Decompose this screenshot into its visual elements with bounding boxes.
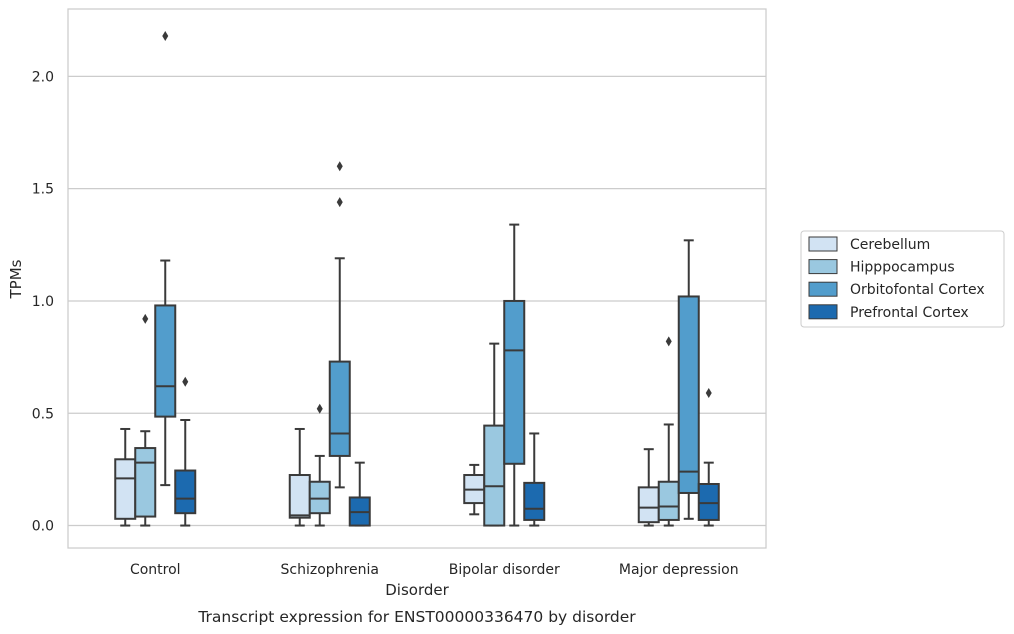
outlier-point — [336, 197, 343, 208]
legend-label: Orbitofontal Cortex — [850, 282, 985, 298]
x-tick-label: Control — [130, 562, 181, 578]
legend-label: Hipppocampus — [850, 260, 955, 276]
x-axis-label: Disorder — [385, 581, 449, 599]
box-prefrontal-cortex — [523, 432, 546, 527]
box-iqr — [523, 481, 546, 521]
y-tick-label: 1.0 — [32, 294, 54, 310]
box-iqr — [114, 458, 137, 520]
box-cerebellum — [463, 463, 486, 516]
legend-swatch — [808, 304, 838, 320]
box-orbitofontal-cortex — [328, 161, 351, 489]
box-prefrontal-cortex — [174, 376, 197, 527]
box-iqr — [657, 480, 680, 521]
y-tick-label: 0.5 — [32, 406, 54, 422]
outlier-point — [316, 403, 323, 414]
y-axis-ticks: 0.0 0.5 1.0 1.5 2.0 — [32, 69, 54, 534]
box-iqr — [308, 480, 331, 515]
box-hipppocampus — [308, 403, 331, 527]
box-iqr — [677, 295, 700, 494]
y-tick-label: 1.5 — [32, 182, 54, 198]
outlier-point — [705, 388, 712, 399]
box-orbitofontal-cortex — [503, 223, 526, 527]
outlier-point — [182, 376, 189, 387]
plot-frame — [67, 8, 767, 549]
box-cerebellum — [637, 448, 660, 527]
box-hipppocampus — [657, 336, 680, 527]
y-axis-label: TPMs — [7, 259, 25, 299]
box-prefrontal-cortex — [348, 461, 371, 527]
legend-swatch — [808, 259, 838, 275]
legend-swatch — [808, 281, 838, 297]
box-prefrontal-cortex — [697, 388, 720, 527]
box-hipppocampus — [134, 313, 157, 527]
box-hipppocampus — [483, 342, 506, 527]
box-iqr — [483, 424, 506, 527]
box-orbitofontal-cortex — [154, 30, 177, 487]
box-iqr — [134, 447, 157, 518]
legend-swatch — [808, 236, 838, 252]
box-iqr — [503, 299, 526, 465]
legend-label: Prefrontal Cortex — [850, 305, 969, 321]
x-tick-label: Major depression — [619, 562, 739, 578]
box-iqr — [174, 469, 197, 515]
box-iqr — [637, 486, 660, 524]
x-axis-ticks: Control Schizophrenia Bipolar disorder Majo… — [130, 562, 739, 578]
y-tick-label: 0.0 — [32, 519, 54, 535]
legend-frame — [800, 230, 1005, 328]
box-iqr — [697, 482, 720, 521]
box-cerebellum — [114, 427, 137, 527]
legend: Cerebellum Hipppocampus Orbitofontal Corte… — [800, 230, 1005, 328]
outlier-point — [162, 30, 169, 41]
chart-title: Transcript expression for ENST0000033647… — [197, 608, 636, 626]
box-iqr — [288, 474, 311, 519]
box-iqr — [328, 360, 351, 457]
legend-label: Cerebellum — [850, 237, 930, 253]
box-orbitofontal-cortex — [677, 239, 700, 520]
x-tick-label: Schizophrenia — [281, 562, 379, 578]
y-tick-label: 2.0 — [32, 69, 54, 85]
outlier-point — [336, 161, 343, 172]
box-cerebellum — [288, 427, 311, 527]
outlier-point — [665, 336, 672, 347]
x-tick-label: Bipolar disorder — [449, 562, 560, 578]
box-series — [114, 30, 720, 527]
grid-lines — [68, 75, 766, 527]
box-iqr — [154, 304, 177, 418]
outlier-point — [142, 313, 149, 324]
